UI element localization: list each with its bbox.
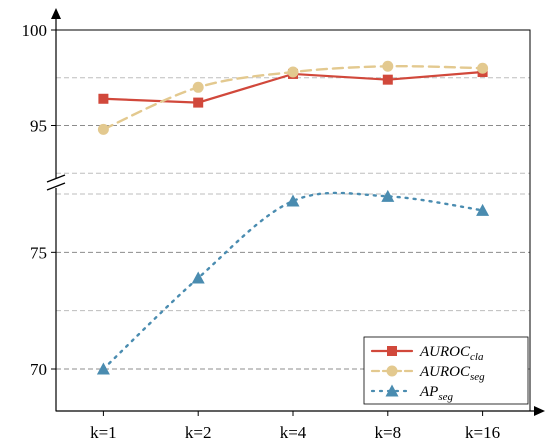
data-point: [382, 60, 394, 72]
data-point: [96, 362, 110, 375]
legend-marker: [386, 365, 398, 377]
legend-label-subscript: seg: [438, 391, 453, 403]
y-tick-label: 75: [30, 243, 47, 262]
legend-label-main: AP: [419, 384, 438, 400]
ticks: 95 100 70 75 k=1 k=2 k=4 k=8 k=16: [22, 21, 501, 442]
axis-break-mark-bottom: [46, 182, 66, 191]
series-1: [97, 60, 489, 135]
y-tick-label: 70: [30, 360, 47, 379]
axis-break-mark-top: [46, 174, 66, 183]
grid: [56, 77, 530, 370]
x-tick-label: k=2: [185, 423, 212, 442]
legend-label-subscript: seg: [470, 371, 485, 383]
axis-break-gap: [50, 178, 62, 188]
data-point: [191, 271, 205, 284]
legend-label-subscript: cla: [470, 351, 484, 363]
legend-label-main: AUROC: [419, 364, 471, 380]
data-point: [476, 203, 490, 216]
x-tick-label: k=4: [280, 423, 307, 442]
legend-label: AUROCseg: [419, 364, 485, 383]
data-point: [381, 189, 395, 202]
x-tick-label: k=1: [90, 423, 117, 442]
data-point: [382, 74, 393, 85]
legend-marker: [385, 384, 399, 397]
legend-label: AUROCcla: [419, 344, 484, 363]
y-tick-label: 95: [30, 117, 47, 136]
series-line: [102, 191, 484, 371]
data-point: [287, 66, 299, 78]
y-axis-arrow: [51, 8, 61, 19]
data-point: [97, 123, 109, 135]
data-point: [98, 93, 109, 104]
legend-label: APseg: [419, 384, 453, 403]
x-axis-arrow: [534, 406, 545, 416]
legend-marker: [387, 346, 397, 356]
data-point: [192, 81, 204, 93]
plot-area: [96, 60, 490, 375]
x-tick-label: k=8: [375, 423, 402, 442]
y-tick-label: 100: [22, 21, 48, 40]
legend-label-main: AUROC: [419, 344, 471, 360]
data-point: [193, 97, 204, 108]
x-tick-label: k=16: [465, 423, 500, 442]
series-2: [96, 189, 490, 375]
data-point: [477, 62, 489, 74]
data-point: [286, 194, 300, 207]
